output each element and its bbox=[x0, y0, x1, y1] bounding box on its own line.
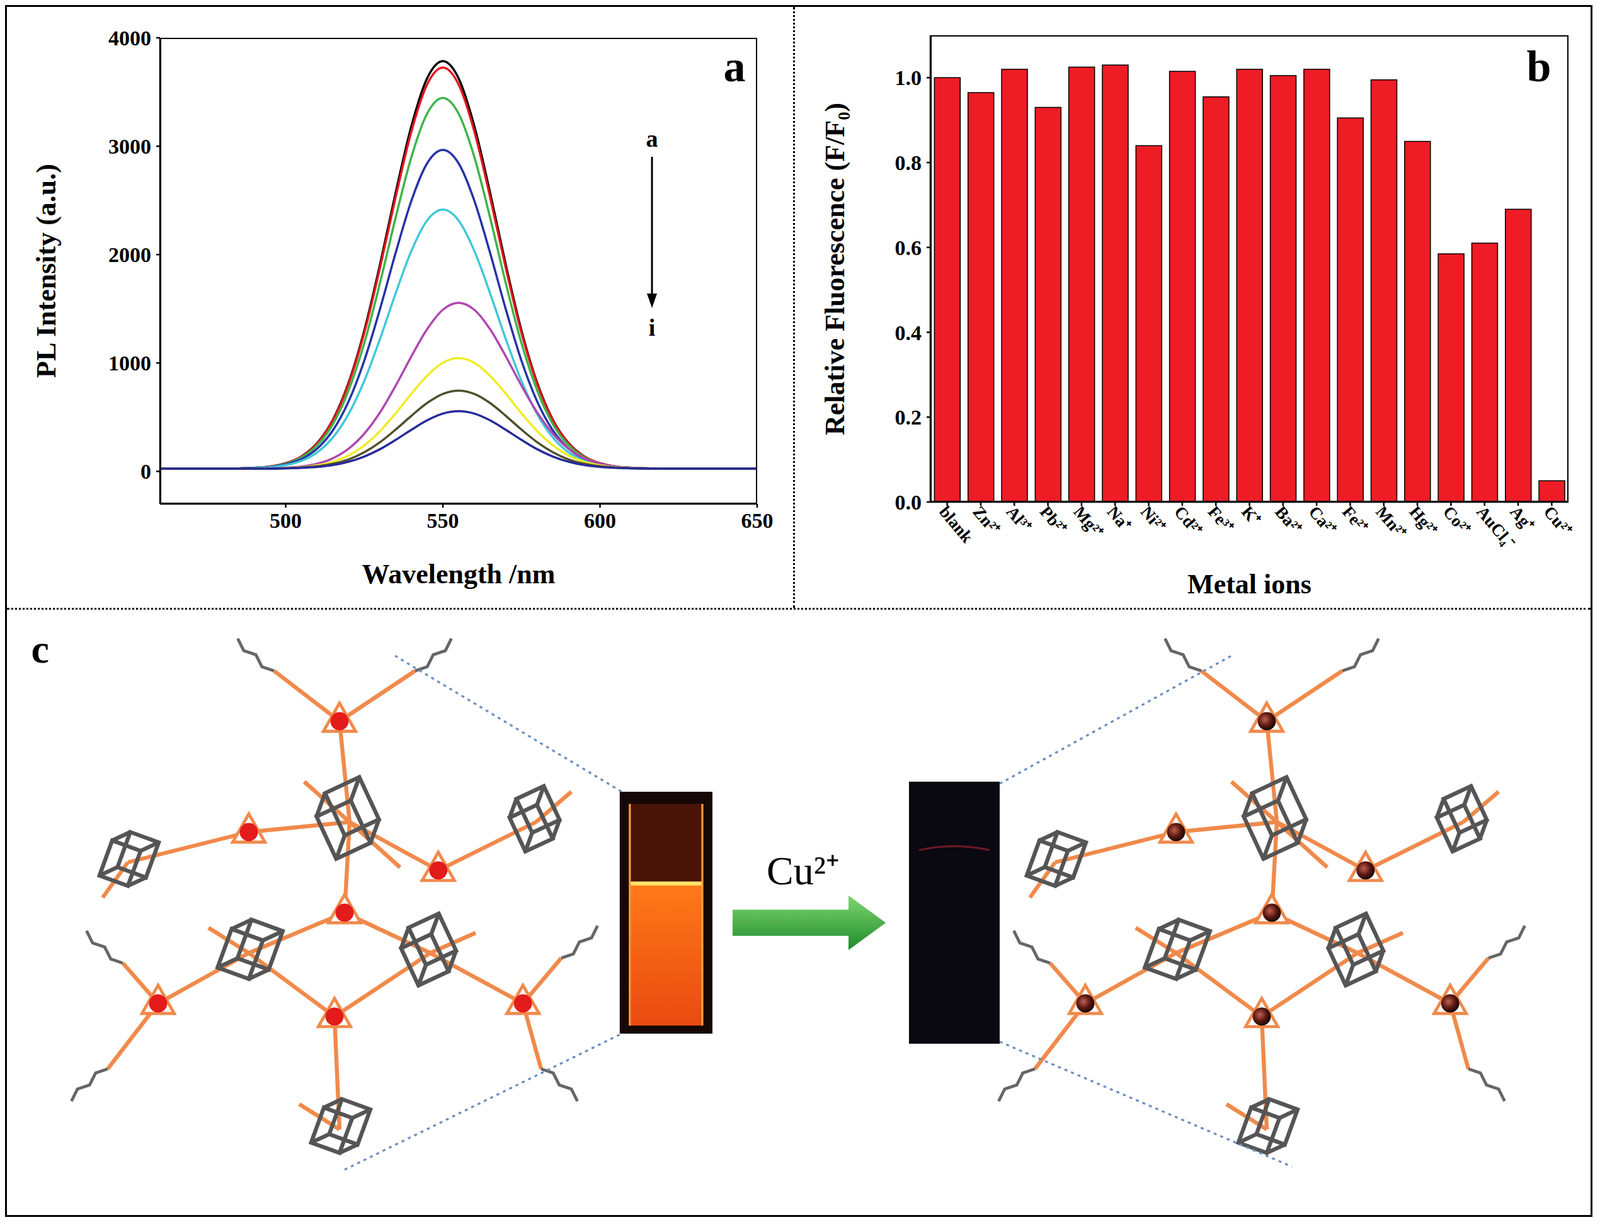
svg-text:4000: 4000 bbox=[108, 26, 152, 50]
svg-text:0.8: 0.8 bbox=[895, 151, 923, 175]
svg-text:Ca²⁺: Ca²⁺ bbox=[1305, 502, 1340, 540]
svg-text:b: b bbox=[1526, 42, 1552, 91]
html-text:Metal ions: Metal ions bbox=[1187, 568, 1312, 600]
svg-text:Cu²⁺: Cu²⁺ bbox=[766, 848, 840, 894]
svg-text:Cd²⁺: Cd²⁺ bbox=[1170, 502, 1206, 540]
svg-text:c: c bbox=[30, 626, 49, 672]
svg-text:Co²⁺: Co²⁺ bbox=[1439, 502, 1475, 540]
svg-text:0: 0 bbox=[140, 459, 152, 484]
svg-text:Fe³⁺: Fe³⁺ bbox=[1204, 502, 1238, 537]
svg-text:i: i bbox=[648, 314, 656, 341]
svg-text:Ni²⁺: Ni²⁺ bbox=[1137, 502, 1170, 537]
svg-text:550: 550 bbox=[427, 508, 460, 533]
svg-text:600: 600 bbox=[583, 508, 617, 533]
svg-text:3000: 3000 bbox=[108, 134, 152, 159]
svg-text:a: a bbox=[723, 42, 746, 91]
svg-text:Cu²⁺: Cu²⁺ bbox=[1540, 502, 1576, 540]
svg-text:0.4: 0.4 bbox=[895, 321, 923, 345]
svg-text:Pb²⁺: Pb²⁺ bbox=[1036, 502, 1071, 539]
svg-text:Ba²⁺: Ba²⁺ bbox=[1271, 502, 1306, 539]
svg-text:0.2: 0.2 bbox=[895, 405, 923, 429]
svg-text:Na⁺: Na⁺ bbox=[1103, 502, 1136, 535]
svg-text:1.0: 1.0 bbox=[895, 66, 923, 90]
svg-text:Al³⁺: Al³⁺ bbox=[1002, 502, 1035, 537]
html-text:Relative Fluorescence (F/F₀): Relative Fluorescence (F/F₀) bbox=[819, 102, 851, 435]
svg-text:1000: 1000 bbox=[108, 351, 152, 375]
html-text:PL Intensity (a.u.): PL Intensity (a.u.) bbox=[30, 163, 62, 378]
svg-text:blank: blank bbox=[935, 502, 977, 547]
svg-text:Mg²⁺: Mg²⁺ bbox=[1069, 502, 1107, 542]
svg-text:Ag⁺: Ag⁺ bbox=[1506, 502, 1538, 535]
svg-text:Mn²⁺: Mn²⁺ bbox=[1371, 502, 1410, 543]
svg-text:500: 500 bbox=[269, 508, 302, 533]
svg-text:Hg²⁺: Hg²⁺ bbox=[1405, 502, 1441, 540]
svg-text:2000: 2000 bbox=[108, 243, 152, 267]
html-text:Wavelength /nm: Wavelength /nm bbox=[361, 558, 556, 590]
svg-text:K⁺: K⁺ bbox=[1237, 502, 1265, 530]
svg-text:0.0: 0.0 bbox=[895, 490, 923, 515]
svg-text:0.6: 0.6 bbox=[895, 236, 923, 260]
svg-text:AuCl₄⁻: AuCl₄⁻ bbox=[1472, 502, 1520, 553]
svg-text:Fe²⁺: Fe²⁺ bbox=[1338, 502, 1372, 537]
svg-text:a: a bbox=[646, 125, 659, 152]
svg-text:650: 650 bbox=[741, 508, 774, 533]
svg-text:Zn²⁺: Zn²⁺ bbox=[968, 502, 1004, 540]
